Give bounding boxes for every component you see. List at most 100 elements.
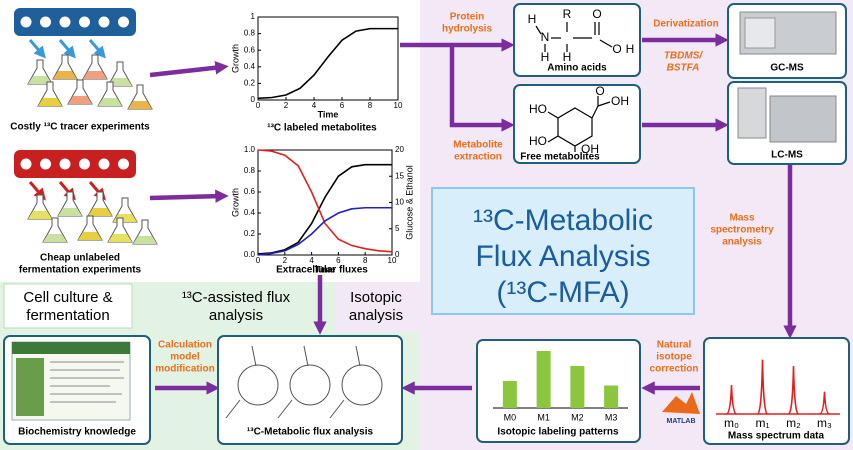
y-axis-label: Growth	[230, 44, 240, 73]
title-line: (¹³C-MFA)	[496, 276, 629, 309]
tracer-circle	[97, 157, 111, 171]
label: Free metabolites	[520, 152, 600, 163]
y-tick-label: 0.2	[244, 79, 256, 88]
y-tick-label: 0.6	[244, 187, 256, 196]
mass-spectrum-box	[703, 337, 850, 445]
section-label: analysis	[349, 307, 403, 324]
cell-culture-box	[3, 283, 133, 329]
x-tick-label: 6	[336, 256, 341, 265]
category-label: M1	[537, 412, 550, 422]
flask-liquid	[53, 71, 77, 79]
flask-liquid	[43, 234, 67, 242]
ms-instrument	[769, 95, 837, 143]
atom: H	[528, 12, 537, 26]
matlab-logo	[662, 392, 700, 414]
tracer-circle	[117, 15, 130, 29]
label: TBDMS/	[664, 51, 704, 62]
y2-tick-label: 15	[395, 171, 404, 180]
x-tick-label: 2	[284, 101, 289, 110]
x-tick-label: 0	[256, 101, 261, 110]
tracer-circle	[78, 157, 91, 171]
flask-liquid	[108, 78, 132, 86]
category-label: M3	[605, 412, 618, 422]
flask-liquid	[28, 211, 52, 219]
atom: O	[592, 7, 601, 21]
tracer-circle	[39, 157, 52, 171]
atom: O	[612, 42, 621, 56]
label: Cheap unlabeled	[40, 253, 120, 264]
shikimate-bonds	[547, 96, 611, 152]
section-label: Isotopic	[350, 289, 402, 306]
tracer-circle	[19, 15, 33, 29]
amino-acid-bonds	[535, 22, 613, 52]
tracer-circle	[58, 15, 72, 29]
label: Isotopic labeling patterns	[497, 427, 619, 438]
y2-tick-label: 10	[395, 198, 404, 207]
label: Amino acids	[547, 63, 607, 74]
category-label: m₀	[724, 416, 739, 430]
section-label: analysis	[209, 307, 263, 324]
flask-liquid	[28, 76, 52, 84]
atom: R	[563, 7, 572, 21]
tracer-arrow	[88, 39, 106, 59]
x-tick-label: 4	[312, 101, 317, 110]
y2-axis-label: Glucose & Ethanol	[404, 165, 414, 240]
labeled-tracer-box	[14, 8, 136, 36]
y2-tick-label: 0	[395, 250, 400, 259]
tracer-arrow	[28, 181, 46, 201]
y-tick-label: 0.6	[244, 45, 256, 54]
atom: H	[563, 50, 572, 64]
label: fermentation experiments	[19, 265, 142, 276]
tracer-circle	[97, 15, 111, 29]
category-label: m₃	[817, 416, 832, 430]
atom: HO	[529, 134, 547, 148]
label: Derivatization	[653, 19, 719, 30]
title-line: ¹³C-Metabolic	[473, 204, 653, 237]
title-box	[431, 187, 695, 315]
flask-liquid	[38, 98, 62, 106]
plot-frame	[257, 149, 393, 256]
atom: H	[541, 50, 550, 64]
label: hydrolysis	[442, 24, 492, 35]
arrow	[149, 61, 229, 78]
atom: HO	[529, 102, 547, 116]
category-label: m₁	[755, 416, 769, 430]
tracer-circle	[58, 157, 72, 171]
tracer-circle	[19, 157, 33, 171]
label: Extracellular fluxes	[276, 265, 368, 276]
flask-liquid	[78, 232, 102, 240]
label: Protein	[450, 12, 484, 23]
tracer-circle	[78, 15, 91, 29]
free-metabolites-box	[513, 84, 641, 164]
label: Mass	[729, 213, 754, 224]
section-label: Cell culture &	[23, 289, 112, 306]
arrows	[149, 33, 797, 395]
section-label: fermentation	[26, 307, 109, 324]
label: Metabolite	[453, 140, 503, 151]
series-line	[257, 149, 393, 253]
y-tick-label: 0.8	[244, 166, 256, 175]
lc-stack	[737, 87, 767, 139]
tracer-circle	[117, 157, 130, 171]
title-line: Flux Analysis	[475, 240, 650, 273]
flask-liquid	[58, 208, 82, 216]
isotopic-region	[335, 282, 420, 332]
x-tick-label: 6	[340, 101, 345, 110]
atom: O	[595, 84, 604, 98]
arrow	[149, 189, 229, 203]
tracer-arrow	[58, 39, 76, 59]
label: extraction	[454, 152, 502, 163]
flux-maps	[225, 345, 383, 419]
x-tick-label: 8	[363, 256, 368, 265]
x-tick-label: 10	[388, 256, 397, 265]
y-tick-label: 0.4	[244, 208, 256, 217]
label: correction	[650, 364, 699, 375]
label: BSTFA	[667, 63, 700, 74]
flask-liquid	[68, 96, 92, 104]
y-axis-label: Growth	[230, 188, 240, 217]
web-header	[12, 342, 130, 354]
x-axis-label: Time	[318, 109, 339, 119]
bar	[604, 385, 619, 408]
